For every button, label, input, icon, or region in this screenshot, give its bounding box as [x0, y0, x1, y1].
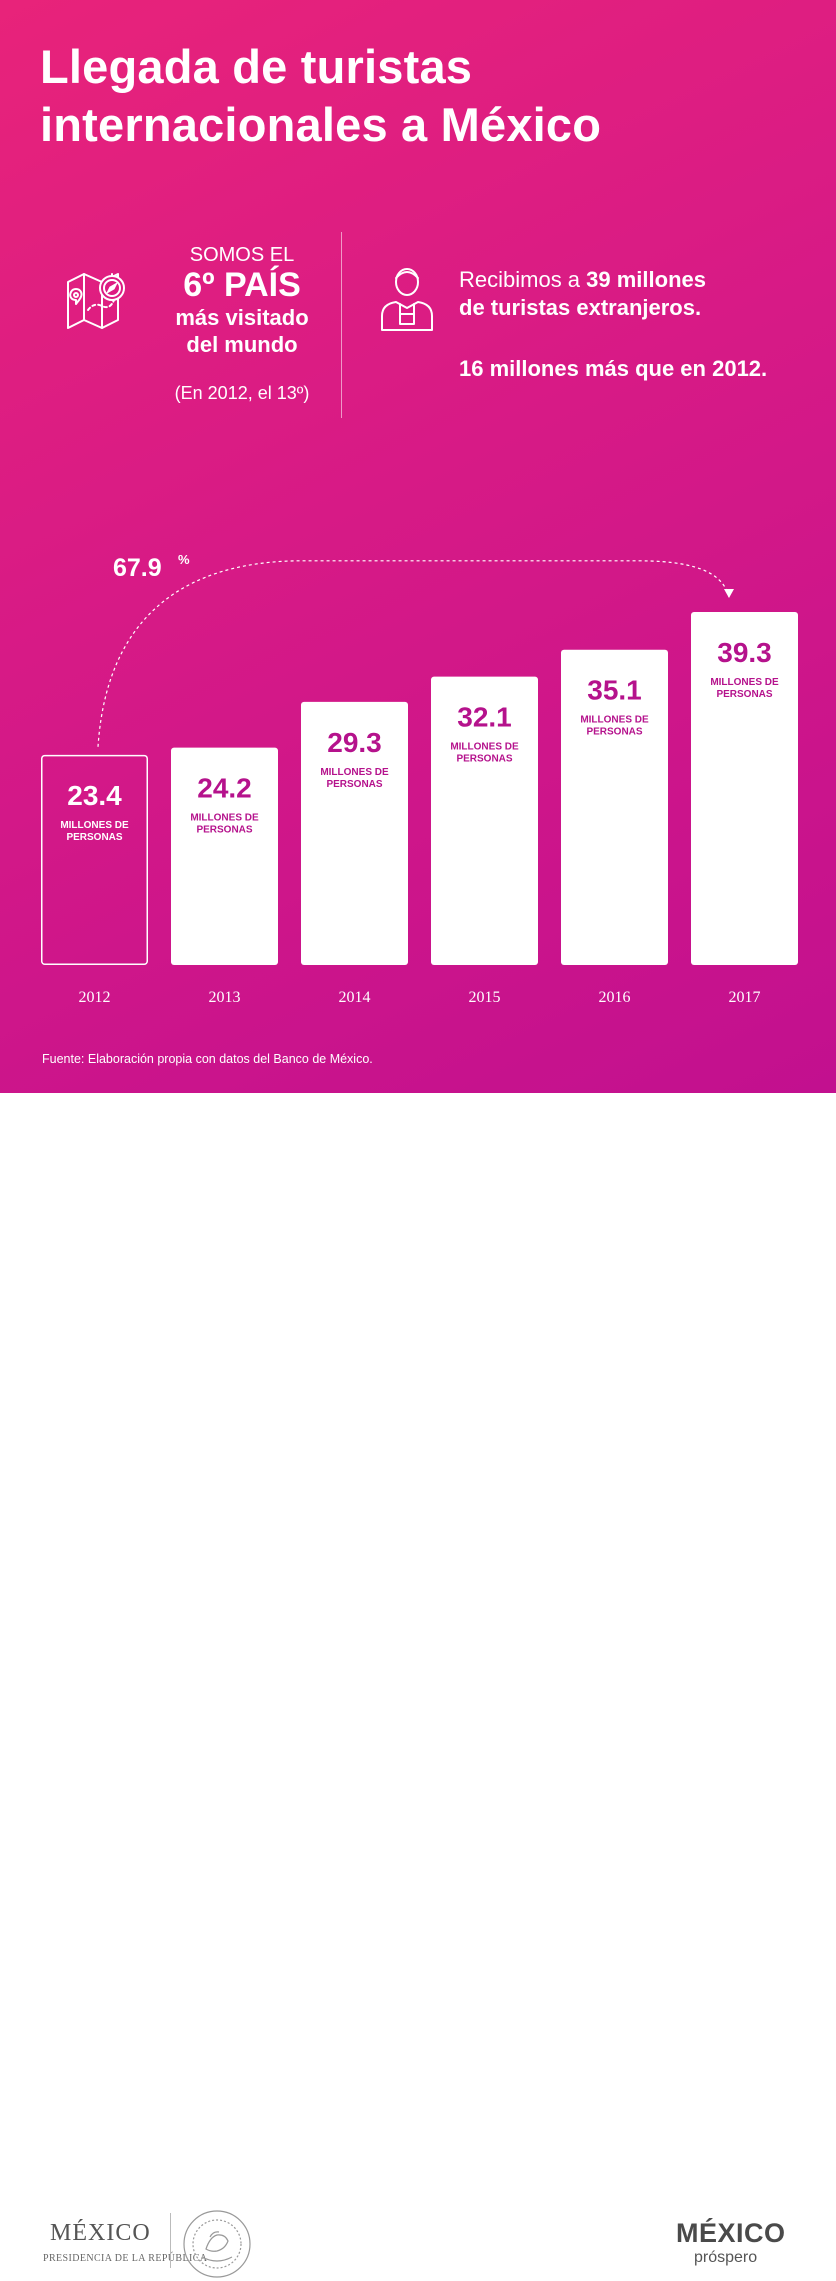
source-note: Fuente: Elaboración propia con datos del… — [42, 1052, 373, 1066]
x-tick-label: 2017 — [729, 989, 761, 1006]
gov-logo-text: MÉXICO — [50, 2220, 151, 2246]
growth-arrow-head — [724, 589, 734, 598]
bar-unit-label-line2: PERSONAS — [66, 832, 122, 843]
bar-unit-label-line2: PERSONAS — [326, 779, 382, 790]
tourists-line-2: de turistas extranjeros. — [459, 295, 702, 320]
bar — [301, 701, 408, 965]
growth-annotation: 67.9 — [113, 554, 162, 582]
tourist-person-icon — [381, 268, 433, 331]
tourists-line-1: Recibimos a 39 millones — [459, 266, 819, 294]
rank-value: 6º PAÍS — [183, 266, 301, 304]
map-compass-icon — [67, 273, 125, 329]
bar-value-label: 29.3 — [327, 727, 382, 758]
divider — [341, 232, 342, 418]
national-seal-icon — [183, 2210, 251, 2278]
bar-value-label: 23.4 — [67, 780, 122, 811]
tourists-line-1-prefix: Recibimos a — [459, 267, 587, 292]
bar-unit-label-line2: PERSONAS — [716, 689, 772, 700]
bar-unit-label-line1: MILLONES DE — [320, 767, 389, 778]
bar-unit-label-line1: MILLONES DE — [580, 715, 649, 726]
rank-note: (En 2012, el 13º) — [174, 383, 310, 403]
brand-subtitle: próspero — [694, 2249, 758, 2266]
title-line-2: internacionales a México — [40, 98, 602, 151]
footer: MÉXICO PRESIDENCIA DE LA REPÚBLICA MÉXIC… — [0, 1093, 836, 2278]
bar — [691, 612, 798, 965]
rank-subtitle-2: del mundo — [186, 332, 298, 357]
rank-subtitle-1: más visitado — [175, 305, 309, 330]
x-tick-label: 2013 — [209, 989, 241, 1006]
infographic: Llegada de turistas internacionales a Mé… — [0, 0, 836, 1093]
bar-value-label: 24.2 — [197, 773, 252, 804]
tourists-block: Recibimos a 39 millones de turistas extr… — [459, 266, 819, 383]
title-line-1: Llegada de turistas — [40, 40, 473, 93]
rank-intro: SOMOS EL — [189, 244, 295, 266]
x-tick-label: 2014 — [339, 989, 371, 1006]
bar-unit-label-line2: PERSONAS — [456, 754, 512, 765]
bar — [431, 676, 538, 965]
growth-arrow-line — [97, 560, 730, 747]
bar — [171, 747, 278, 965]
tourists-increase: 16 millones más que en 2012. — [459, 356, 768, 381]
bar-value-label: 32.1 — [457, 702, 512, 733]
bar-unit-label-line1: MILLONES DE — [190, 813, 259, 824]
bar — [41, 754, 148, 965]
bar-unit-label-line2: PERSONAS — [586, 727, 642, 738]
bar-unit-label-line1: MILLONES DE — [60, 820, 129, 831]
x-tick-label: 2016 — [599, 989, 631, 1006]
brand-logo: MÉXICO — [676, 2218, 786, 2248]
x-tick-label: 2015 — [469, 989, 501, 1006]
x-tick-label: 2012 — [79, 989, 111, 1006]
footer-divider — [170, 2213, 171, 2268]
bar-value-label: 35.1 — [587, 675, 642, 706]
bar-unit-label-line1: MILLONES DE — [710, 677, 779, 688]
bar-unit-label-line1: MILLONES DE — [450, 742, 519, 753]
rank-block: SOMOS EL 6º PAÍS más visitado del mundo … — [152, 244, 332, 404]
tourists-count: 39 millones — [586, 267, 706, 292]
bar — [561, 649, 668, 965]
bar-unit-label-line2: PERSONAS — [196, 825, 252, 836]
page-title: Llegada de turistas internacionales a Mé… — [40, 38, 800, 154]
growth-annotation-unit: % — [178, 552, 190, 567]
bar-value-label: 39.3 — [717, 637, 772, 668]
